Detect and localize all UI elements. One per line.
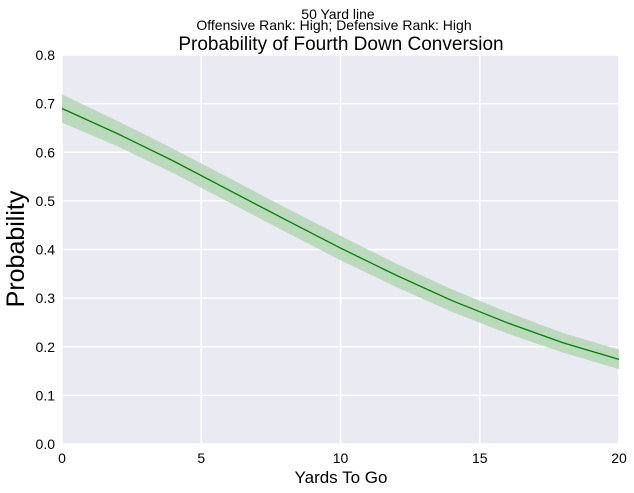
x-tick-label: 20 — [611, 450, 627, 466]
y-tick-label: 0.0 — [36, 436, 56, 452]
probability-line — [61, 107, 620, 361]
y-tick-label: 0.8 — [36, 47, 56, 63]
y-axis-label: Probability — [2, 190, 30, 307]
y-tick-label: 0.7 — [36, 96, 56, 112]
y-tick-label: 0.5 — [36, 193, 56, 209]
x-axis-label: Yards To Go — [295, 468, 388, 487]
chart-suptitle-line2: Offensive Rank: High; Defensive Rank: Hi… — [196, 17, 471, 33]
y-tick-label: 0.1 — [36, 387, 56, 403]
x-tick-label: 0 — [58, 450, 66, 466]
confidence-band — [62, 94, 619, 370]
chart-suptitle-line1: 50 Yard line — [301, 6, 375, 22]
x-tick-label: 10 — [333, 450, 349, 466]
confidence-band-area — [62, 94, 619, 370]
x-tick-label: 15 — [472, 450, 488, 466]
y-tick-label: 0.3 — [36, 290, 56, 306]
y-tick-labels: 0.0 0.1 0.2 0.3 0.4 0.5 0.6 0.7 0.8 — [36, 47, 56, 452]
x-tick-label: 5 — [197, 450, 205, 466]
series-lines — [61, 107, 620, 361]
y-tick-label: 0.2 — [36, 339, 56, 355]
x-tick-labels: 0 5 10 15 20 — [58, 450, 627, 466]
y-tick-label: 0.6 — [36, 144, 56, 160]
chart-title: Probability of Fourth Down Conversion — [178, 34, 503, 55]
y-tick-label: 0.4 — [36, 242, 56, 258]
